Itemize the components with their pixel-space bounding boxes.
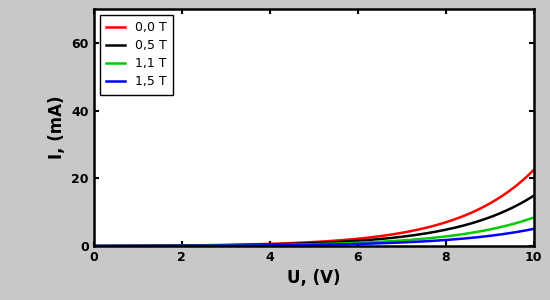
1,5 T (437, 238, 443, 242)
0,5 T (517, 202, 524, 205)
1,1 T (530, 216, 537, 219)
1,5 T (113, 244, 119, 248)
1,1 T (90, 244, 97, 248)
0,5 T (518, 202, 524, 205)
Line: 0,5 T: 0,5 T (94, 196, 534, 246)
0,0 T (113, 244, 119, 248)
1,5 T (304, 243, 311, 247)
Line: 0,0 T: 0,0 T (94, 170, 534, 246)
Legend: 0,0 T, 0,5 T, 1,1 T, 1,5 T: 0,0 T, 0,5 T, 1,1 T, 1,5 T (100, 15, 173, 95)
1,1 T (518, 220, 524, 224)
1,1 T (293, 243, 299, 246)
0,0 T (293, 241, 299, 245)
1,5 T (517, 230, 524, 233)
0,5 T (293, 242, 299, 245)
0,0 T (437, 222, 443, 226)
1,1 T (437, 235, 443, 239)
0,5 T (304, 242, 311, 245)
0,5 T (113, 244, 119, 248)
1,5 T (518, 230, 524, 233)
1,5 T (90, 244, 97, 248)
0,0 T (518, 180, 524, 184)
0,0 T (530, 168, 537, 172)
0,5 T (437, 229, 443, 233)
1,5 T (293, 243, 299, 247)
0,5 T (90, 244, 97, 248)
X-axis label: U, (V): U, (V) (287, 269, 340, 287)
Line: 1,1 T: 1,1 T (94, 218, 534, 246)
Y-axis label: I, (mA): I, (mA) (48, 96, 65, 159)
Line: 1,5 T: 1,5 T (94, 229, 534, 246)
0,0 T (304, 241, 311, 244)
0,0 T (90, 244, 97, 248)
1,1 T (304, 243, 311, 246)
1,5 T (530, 227, 537, 231)
0,0 T (517, 180, 524, 184)
1,1 T (113, 244, 119, 248)
1,1 T (517, 220, 524, 224)
0,5 T (530, 194, 537, 198)
